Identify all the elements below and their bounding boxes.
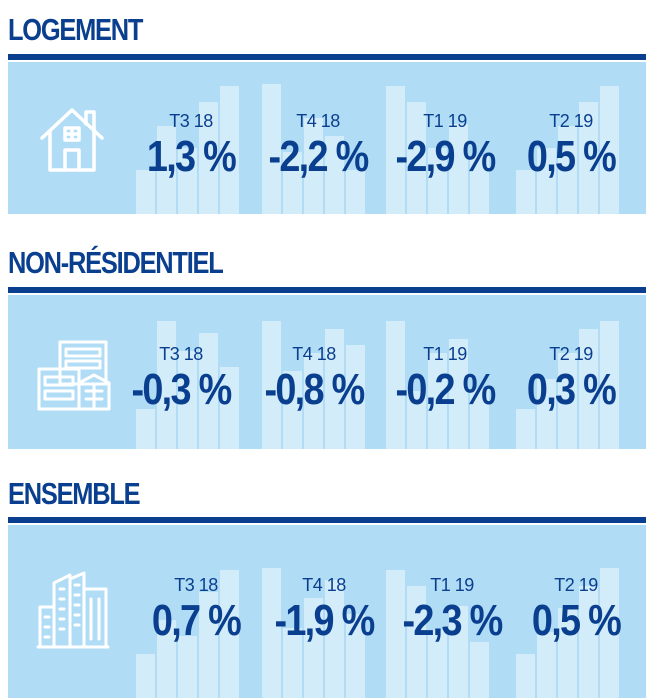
growth-value: -2,9 % xyxy=(395,132,496,181)
city-skyline-icon xyxy=(36,569,110,649)
period-label: T1 19 xyxy=(423,344,467,364)
office-buildings-icon xyxy=(36,339,112,411)
growth-value: -2,2 % xyxy=(268,132,369,181)
stat-t2-19: T2 19 0,3 % xyxy=(507,343,635,415)
growth-value: -0,8 % xyxy=(264,365,365,414)
period-label: T4 18 xyxy=(296,111,340,131)
period-label: T4 18 xyxy=(292,344,336,364)
period-label: T3 18 xyxy=(169,111,213,131)
growth-value: 1,3 % xyxy=(146,132,237,181)
house-icon xyxy=(38,104,106,174)
period-label: T2 19 xyxy=(549,344,593,364)
stat-t4-18: T4 18 -0,8 % xyxy=(250,343,378,415)
growth-value: 0,5 % xyxy=(531,596,622,645)
stat-t3-18: T3 18 -0,3 % xyxy=(117,343,245,415)
stats-panel: T3 18 1,3 % T4 18 -2,2 % T1 19 -2,9 % T2… xyxy=(8,62,646,214)
section-ensemble: ENSEMBLE xyxy=(0,468,658,698)
section-title: ENSEMBLE xyxy=(8,476,141,511)
stat-t1-19: T1 19 -2,3 % xyxy=(388,574,516,646)
title-rule xyxy=(8,517,646,523)
stat-t4-18: T4 18 -2,2 % xyxy=(254,110,382,182)
stats-panel: T3 18 -0,3 % T4 18 -0,8 % T1 19 -0,2 % T… xyxy=(8,295,646,449)
growth-value: -1,9 % xyxy=(274,596,375,645)
stat-t2-19: T2 19 0,5 % xyxy=(507,110,635,182)
stat-t3-18: T3 18 0,7 % xyxy=(132,574,260,646)
growth-value: -0,2 % xyxy=(395,365,496,414)
stat-t1-19: T1 19 -0,2 % xyxy=(381,343,509,415)
period-label: T2 19 xyxy=(549,111,593,131)
period-label: T2 19 xyxy=(554,575,598,595)
stat-t4-18: T4 18 -1,9 % xyxy=(260,574,388,646)
period-label: T3 18 xyxy=(174,575,218,595)
title-rule xyxy=(8,287,646,293)
growth-value: 0,7 % xyxy=(151,596,242,645)
stats-panel: T3 18 0,7 % T4 18 -1,9 % T1 19 -2,3 % T2… xyxy=(8,525,646,698)
stat-t3-18: T3 18 1,3 % xyxy=(127,110,255,182)
growth-value: 0,3 % xyxy=(526,365,617,414)
title-rule xyxy=(8,54,646,60)
stat-t2-19: T2 19 0,5 % xyxy=(512,574,640,646)
section-title: LOGEMENT xyxy=(8,12,143,47)
section-logement: LOGEMENT xyxy=(0,0,658,215)
section-title: NON-RÉSIDENTIEL xyxy=(8,245,224,280)
period-label: T1 19 xyxy=(430,575,474,595)
stat-t1-19: T1 19 -2,9 % xyxy=(381,110,509,182)
period-label: T1 19 xyxy=(423,111,467,131)
period-label: T4 18 xyxy=(302,575,346,595)
period-label: T3 18 xyxy=(159,344,203,364)
growth-value: 0,5 % xyxy=(526,132,617,181)
section-non-residentiel: NON-RÉSIDENTIEL xyxy=(0,233,658,451)
growth-value: -2,3 % xyxy=(402,596,503,645)
growth-value: -0,3 % xyxy=(131,365,232,414)
